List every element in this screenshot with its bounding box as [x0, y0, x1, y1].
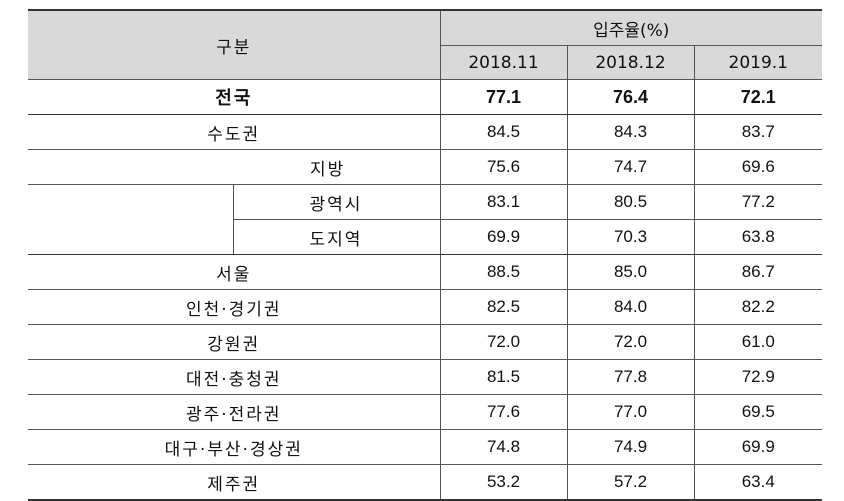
value-cell: 77.1 — [439, 79, 567, 115]
table-row: 서울 88.5 85.0 86.7 — [28, 254, 823, 290]
value-cell: 72.1 — [693, 79, 823, 115]
value-cell: 75.6 — [439, 149, 567, 185]
occupancy-rate-table: 구분 입주율(%) 2018.11 2018.12 2019.1 전국 77.1… — [28, 9, 823, 501]
value-cell: 74.7 — [566, 149, 694, 185]
period-header: 2018.11 — [439, 45, 567, 80]
row-label: 전국 — [28, 79, 440, 115]
value-cell: 83.7 — [693, 114, 823, 150]
row-label: 인천·경기권 — [28, 289, 440, 325]
row-label: 광주·전라권 — [28, 394, 440, 430]
value-cell: 77.2 — [693, 184, 823, 220]
value-cell: 74.9 — [566, 429, 694, 465]
table-row: 광주·전라권 77.6 77.0 69.5 — [28, 394, 823, 430]
value-cell: 77.6 — [439, 394, 567, 430]
value-cell: 69.9 — [439, 219, 567, 255]
table-row: 대전·충청권 81.5 77.8 72.9 — [28, 359, 823, 395]
value-cell: 83.1 — [439, 184, 567, 220]
occupancy-rate-header: 입주율(%) — [440, 9, 823, 46]
value-cell: 84.3 — [566, 114, 694, 150]
value-cell: 57.2 — [566, 464, 694, 501]
row-label: 대전·충청권 — [28, 359, 440, 395]
category-header: 구분 — [28, 9, 441, 80]
value-cell: 72.0 — [439, 324, 567, 360]
value-cell: 85.0 — [566, 254, 694, 290]
value-cell: 63.8 — [693, 219, 823, 255]
value-cell: 82.5 — [439, 289, 567, 325]
row-label: 대구·부산·경상권 — [28, 429, 440, 465]
value-cell: 84.0 — [566, 289, 694, 325]
value-cell: 74.8 — [439, 429, 567, 465]
value-cell: 80.5 — [566, 184, 694, 220]
value-cell: 77.8 — [566, 359, 694, 395]
table-row: 제주권 53.2 57.2 63.4 — [28, 464, 823, 501]
value-cell: 70.3 — [566, 219, 694, 255]
table-row: 대구·부산·경상권 74.8 74.9 69.9 — [28, 429, 823, 465]
value-cell: 61.0 — [693, 324, 823, 360]
table-row: 인천·경기권 82.5 84.0 82.2 — [28, 289, 823, 325]
value-cell: 63.4 — [693, 464, 823, 501]
table-row: 수도권 84.5 84.3 83.7 — [28, 114, 823, 150]
value-cell: 72.9 — [693, 359, 823, 395]
period-header: 2019.1 — [693, 45, 823, 80]
table-row: 강원권 72.0 72.0 61.0 — [28, 324, 823, 360]
value-cell: 76.4 — [566, 79, 694, 115]
row-label: 서울 — [28, 254, 440, 290]
value-cell: 84.5 — [439, 114, 567, 150]
row-label: 광역시 — [233, 184, 440, 220]
table-row: 광역시 83.1 80.5 77.2 — [28, 184, 823, 220]
value-cell: 69.5 — [693, 394, 823, 430]
table-row: 도지역 69.9 70.3 63.8 — [28, 219, 823, 255]
value-cell: 86.7 — [693, 254, 823, 290]
value-cell: 69.9 — [693, 429, 823, 465]
table-row: 전국 77.1 76.4 72.1 — [28, 79, 823, 115]
value-cell: 53.2 — [439, 464, 567, 501]
row-label: 강원권 — [28, 324, 440, 360]
value-cell: 69.6 — [693, 149, 823, 185]
value-cell: 88.5 — [439, 254, 567, 290]
row-label: 지방 — [28, 149, 440, 185]
value-cell: 82.2 — [693, 289, 823, 325]
value-cell: 77.0 — [566, 394, 694, 430]
indent-spacer — [28, 219, 234, 255]
value-cell: 72.0 — [566, 324, 694, 360]
row-label: 도지역 — [233, 219, 440, 255]
indent-spacer — [28, 184, 234, 220]
row-label: 수도권 — [28, 114, 440, 150]
period-header: 2018.12 — [566, 45, 694, 80]
row-label: 제주권 — [28, 464, 440, 501]
value-cell: 81.5 — [439, 359, 567, 395]
table-row: 지방 75.6 74.7 69.6 — [28, 149, 823, 185]
